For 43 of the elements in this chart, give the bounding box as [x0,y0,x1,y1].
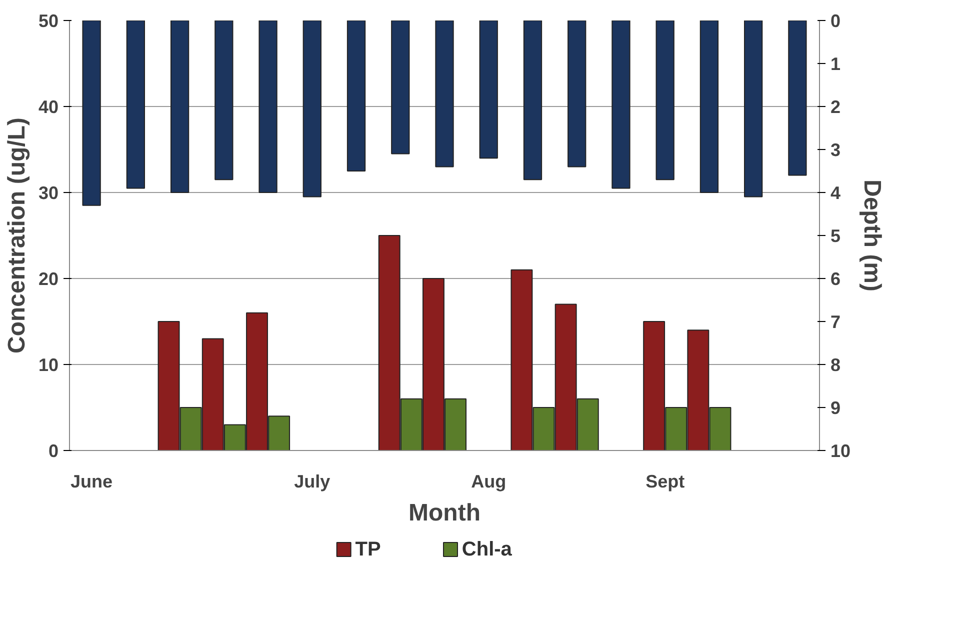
x-tick-label: Sept [646,472,685,492]
bar [170,20,190,193]
x-tick-label: June [70,472,113,492]
y-tick-label: 30 [38,183,59,203]
y2-tick-label: 5 [830,226,841,246]
y2-tick-label: 0 [830,11,841,31]
y2-tick-label: 2 [830,97,841,117]
y-tick-label: 0 [48,441,59,461]
y2-axis-title: Depth (m) [858,180,886,292]
legend-label: Chl-a [462,538,513,560]
y2-tick-label: 10 [830,441,851,461]
bar [568,20,586,168]
x-axis-title: Month [408,500,480,526]
y-tick-label: 50 [38,11,59,31]
legend-label: TP [355,538,381,560]
y2-tick-label: 1 [830,54,841,74]
y2-tick-label: 3 [830,140,841,160]
bar [788,20,807,176]
bar [435,20,454,168]
bar [700,20,719,193]
y2-tick-label: 9 [830,398,841,418]
y2-tick-label: 8 [830,355,841,375]
x-tick-label: Aug [471,472,506,492]
y-axis-title: Concentration (ug/L) [3,118,30,354]
y-tick-label: 40 [38,97,59,117]
bar [126,20,145,189]
bar [612,20,630,189]
bar [258,20,278,193]
bar [214,20,234,180]
y2-tick-label: 4 [830,183,841,203]
y-tick-label: 10 [38,355,59,375]
bar [391,20,410,154]
bar [523,20,542,180]
y2-tick-label: 7 [830,312,841,332]
y2-tick-label: 6 [830,269,841,289]
x-tick-label: July [294,472,330,492]
bar [656,20,674,180]
bar [479,20,498,159]
bar [346,20,366,172]
y-tick-label: 20 [38,269,59,289]
bar [744,20,763,198]
bar [82,20,101,206]
bar [302,20,322,198]
